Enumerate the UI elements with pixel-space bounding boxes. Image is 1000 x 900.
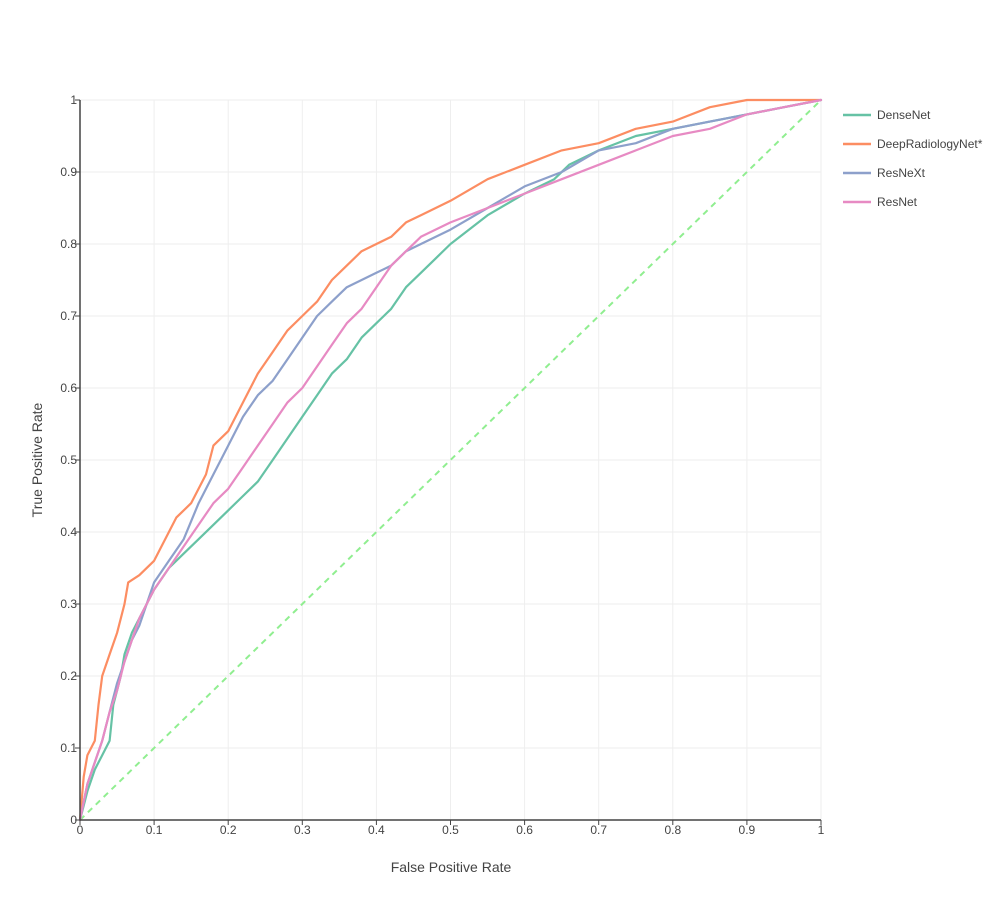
series-layer bbox=[78, 98, 823, 822]
legend-item-deepradiologynet[interactable]: DeepRadiologyNet* bbox=[843, 137, 983, 151]
x-tick-label: 0.7 bbox=[590, 823, 607, 837]
x-tick-label: 0 bbox=[77, 823, 84, 837]
x-axis-title: False Positive Rate bbox=[391, 859, 512, 875]
axes: 0 0.1 0.2 0.3 0.4 0.5 0.6 0.7 0.8 0.9 1 0 0.1 0.2 0.3 0… bbox=[60, 93, 824, 837]
y-axis-title: True Positive Rate bbox=[29, 402, 45, 517]
x-tick-label: 0.8 bbox=[664, 823, 681, 837]
x-tick-label: 0.4 bbox=[368, 823, 385, 837]
series-line-resnet bbox=[78, 98, 823, 822]
legend-label: ResNet bbox=[877, 195, 918, 209]
x-tick-label: 0.3 bbox=[294, 823, 311, 837]
y-tick-label: 0.2 bbox=[60, 669, 77, 683]
y-tick-label: 0.8 bbox=[60, 237, 77, 251]
y-tick-label: 0 bbox=[70, 813, 77, 827]
x-tick-label: 0.1 bbox=[146, 823, 163, 837]
y-tick-label: 0.9 bbox=[60, 165, 77, 179]
x-tick-label: 0.6 bbox=[516, 823, 533, 837]
legend-item-densenet[interactable]: DenseNet bbox=[843, 108, 931, 122]
legend-label: DeepRadiologyNet* bbox=[877, 137, 983, 151]
x-tick-label: 0.2 bbox=[220, 823, 237, 837]
series-line-deepradiologynet bbox=[78, 98, 823, 822]
x-tick-label: 0.5 bbox=[442, 823, 459, 837]
y-tick-label: 0.4 bbox=[60, 525, 77, 539]
chance-diagonal-line bbox=[79, 99, 822, 821]
x-tick-label: 1 bbox=[818, 823, 825, 837]
y-tick-label: 1 bbox=[70, 93, 77, 107]
legend[interactable]: DenseNet DeepRadiologyNet* ResNeXt ResNet bbox=[843, 108, 983, 209]
y-tick-label: 0.3 bbox=[60, 597, 77, 611]
x-tick-label: 0.9 bbox=[739, 823, 756, 837]
legend-label: ResNeXt bbox=[877, 166, 926, 180]
y-tick-label: 0.7 bbox=[60, 309, 77, 323]
chance-line-layer bbox=[79, 99, 822, 821]
legend-item-resnext[interactable]: ResNeXt bbox=[843, 166, 926, 180]
y-tick-label: 0.6 bbox=[60, 381, 77, 395]
legend-label: DenseNet bbox=[877, 108, 931, 122]
legend-item-resnet[interactable]: ResNet bbox=[843, 195, 918, 209]
y-tick-label: 0.1 bbox=[60, 741, 77, 755]
y-tick-label: 0.5 bbox=[60, 453, 77, 467]
